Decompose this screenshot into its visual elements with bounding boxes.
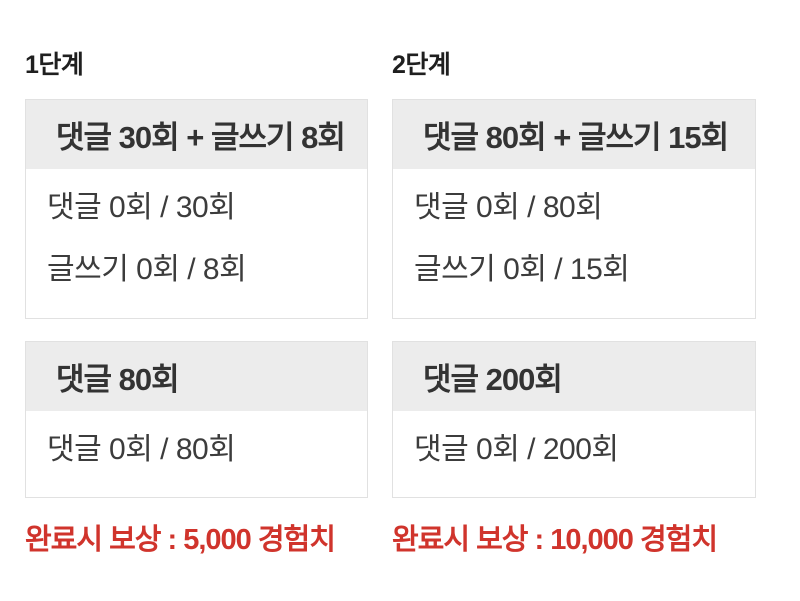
mission-card-header: 댓글 80회 + 글쓰기 15회 <box>393 99 755 169</box>
progress-comment-line: 댓글 0회 / 30회 <box>47 190 236 224</box>
progress-comment-line: 댓글 0회 / 80회 <box>414 190 603 224</box>
mission-card-body: 댓글 0회 / 80회 글쓰기 0회 / 15회 <box>393 169 755 288</box>
stage-1-reward-text: 완료시 보상 : 5,000 경험치 <box>25 523 336 556</box>
mission-card-header: 댓글 30회 + 글쓰기 8회 <box>26 99 367 169</box>
mission-card-header: 댓글 80회 <box>26 341 367 411</box>
stage-2-reward-text: 완료시 보상 : 10,000 경험치 <box>392 523 718 556</box>
stage-column-2: 2단계 댓글 80회 + 글쓰기 15회 댓글 0회 / 80회 글쓰기 0회 … <box>392 51 756 601</box>
mission-title: 댓글 80회 + 글쓰기 15회 <box>423 119 729 155</box>
mission-title: 댓글 30회 + 글쓰기 8회 <box>56 119 346 155</box>
stage-1-label: 1단계 <box>25 51 84 79</box>
mission-card-body: 댓글 0회 / 30회 글쓰기 0회 / 8회 <box>26 169 367 288</box>
mission-title: 댓글 200회 <box>423 361 563 397</box>
mission-card-stage1-comments: 댓글 80회 댓글 0회 / 80회 <box>25 340 368 498</box>
stage-column-1: 1단계 댓글 30회 + 글쓰기 8회 댓글 0회 / 30회 글쓰기 0회 /… <box>25 51 368 601</box>
mission-card-stage2-combined: 댓글 80회 + 글쓰기 15회 댓글 0회 / 80회 글쓰기 0회 / 15… <box>392 98 756 319</box>
progress-comment-line: 댓글 0회 / 80회 <box>47 432 236 466</box>
mission-card-stage2-comments: 댓글 200회 댓글 0회 / 200회 <box>392 340 756 498</box>
mission-title: 댓글 80회 <box>56 361 180 397</box>
stage-2-label: 2단계 <box>392 51 451 79</box>
progress-comment-line: 댓글 0회 / 200회 <box>414 432 619 466</box>
mission-card-header: 댓글 200회 <box>393 341 755 411</box>
mission-card-stage1-combined: 댓글 30회 + 글쓰기 8회 댓글 0회 / 30회 글쓰기 0회 / 8회 <box>25 98 368 319</box>
progress-writing-line: 글쓰기 0회 / 15회 <box>414 253 630 286</box>
progress-writing-line: 글쓰기 0회 / 8회 <box>47 253 247 286</box>
mission-card-body: 댓글 0회 / 200회 <box>393 411 755 468</box>
mission-card-body: 댓글 0회 / 80회 <box>26 411 367 468</box>
